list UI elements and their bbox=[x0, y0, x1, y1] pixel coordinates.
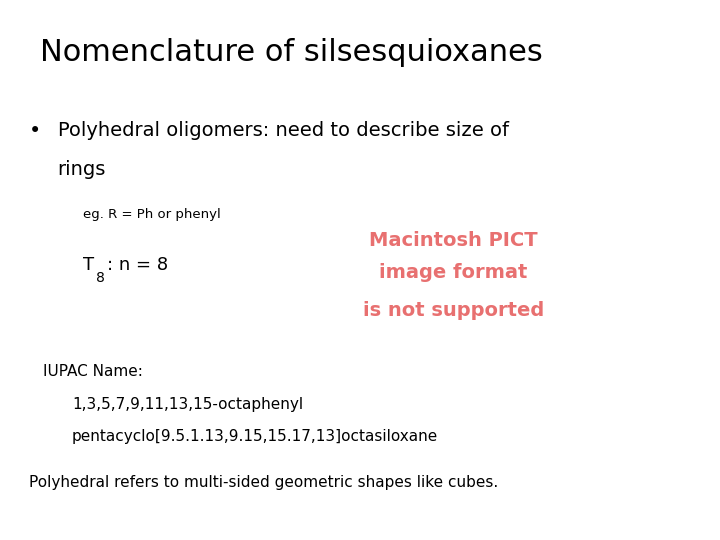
Text: 8: 8 bbox=[96, 271, 104, 285]
Text: eg. R = Ph or phenyl: eg. R = Ph or phenyl bbox=[83, 208, 220, 221]
Text: Nomenclature of silsesquioxanes: Nomenclature of silsesquioxanes bbox=[40, 38, 542, 67]
Text: Polyhedral refers to multi-sided geometric shapes like cubes.: Polyhedral refers to multi-sided geometr… bbox=[29, 475, 498, 490]
Text: is not supported: is not supported bbox=[363, 301, 544, 320]
Text: Macintosh PICT: Macintosh PICT bbox=[369, 231, 538, 250]
Text: T: T bbox=[83, 256, 94, 274]
Text: IUPAC Name:: IUPAC Name: bbox=[43, 364, 143, 380]
Text: 1,3,5,7,9,11,13,15-octaphenyl: 1,3,5,7,9,11,13,15-octaphenyl bbox=[72, 397, 303, 412]
Text: rings: rings bbox=[58, 160, 106, 179]
Text: Polyhedral oligomers: need to describe size of: Polyhedral oligomers: need to describe s… bbox=[58, 122, 508, 140]
Text: •: • bbox=[29, 122, 41, 141]
Text: pentacyclo[9.5.1.13,9.15,15.17,13]octasiloxane: pentacyclo[9.5.1.13,9.15,15.17,13]octasi… bbox=[72, 429, 438, 444]
Text: : n = 8: : n = 8 bbox=[107, 256, 168, 274]
Text: image format: image format bbox=[379, 263, 528, 282]
